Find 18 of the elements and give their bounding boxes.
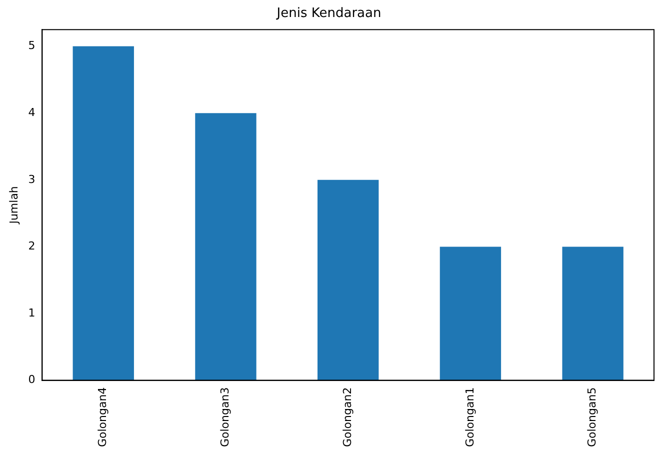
y-axis-title: Jumlah [7,186,20,225]
bar [318,180,379,380]
y-tick-label: 0 [28,373,36,386]
y-tick-label: 5 [28,39,36,52]
y-tick-label: 4 [28,106,36,119]
x-tick-label: Golongan4 [96,387,110,448]
y-tick-label: 3 [28,172,36,186]
bar [562,246,624,380]
x-tick-label: Golongan2 [340,387,354,448]
x-tick-label: Golongan5 [586,387,599,448]
y-tick-label: 1 [28,306,36,320]
x-tick-label: Golongan3 [218,387,232,448]
y-tick-label: 2 [28,240,36,253]
bar [72,46,134,380]
bar [440,246,502,380]
bar [195,113,256,380]
chart-title: Jenis Kendaraan [276,6,382,22]
x-tick-label: Golongan1 [463,387,476,448]
